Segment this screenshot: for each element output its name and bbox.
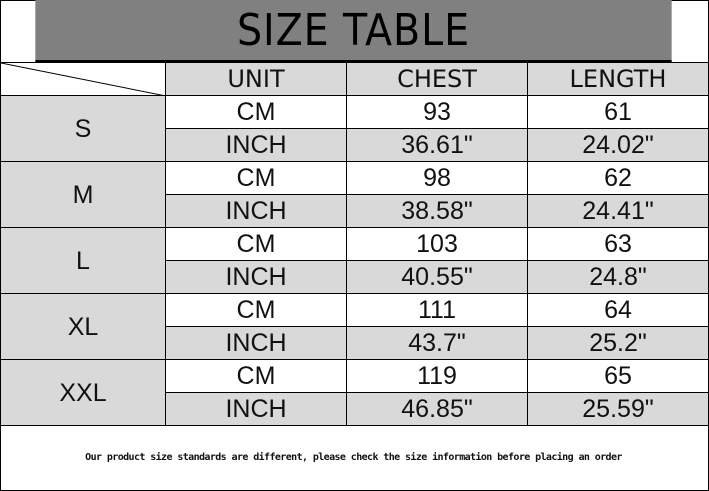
chest-cell: 119	[346, 359, 528, 393]
chest-cell: 40.55"	[346, 260, 528, 294]
chest-cell: 111	[346, 293, 528, 327]
length-cell: 24.02"	[527, 128, 709, 162]
chest-cell: 36.61"	[346, 128, 528, 162]
header-length: LENGTH	[527, 62, 709, 96]
size-table: UNIT CHEST LENGTH S CM 93 61 INCH 36.61" 24.02…	[0, 62, 709, 426]
unit-cell: CM	[165, 227, 347, 261]
header-unit: UNIT	[165, 62, 347, 96]
length-cell: 24.8"	[527, 260, 709, 294]
length-cell: 25.2"	[527, 326, 709, 360]
footer-note: Our product size standards are different…	[85, 451, 622, 463]
unit-cell: INCH	[165, 128, 347, 162]
size-label: L	[0, 227, 166, 294]
unit-cell: INCH	[165, 326, 347, 360]
unit-cell: INCH	[165, 194, 347, 228]
page-title: SIZE TABLE	[35, 0, 672, 62]
table-row: L CM 103 63	[0, 227, 709, 294]
chest-cell: 46.85"	[346, 392, 528, 426]
table-row: M CM 98 62	[0, 161, 709, 228]
corner-cell	[0, 62, 166, 96]
size-label: S	[0, 95, 166, 162]
unit-cell: CM	[165, 161, 347, 195]
unit-cell: INCH	[165, 260, 347, 294]
chest-cell: 98	[346, 161, 528, 195]
table-row: INCH 43.7" 25.2"	[1, 326, 709, 360]
size-label: XL	[0, 293, 166, 360]
size-label: XXL	[0, 359, 166, 426]
unit-cell: CM	[165, 359, 347, 393]
unit-cell: CM	[165, 293, 347, 327]
length-cell: 61	[527, 95, 709, 129]
table-row: XL CM 111 64	[0, 293, 709, 360]
table-row: INCH 46.85" 25.59"	[1, 392, 709, 426]
table-row: INCH 40.55" 24.8"	[1, 260, 709, 294]
length-cell: 62	[527, 161, 709, 195]
unit-cell: INCH	[165, 392, 347, 426]
table-row: XXL CM 119 65	[0, 359, 709, 426]
size-label: M	[0, 161, 166, 228]
unit-cell: CM	[165, 95, 347, 129]
length-cell: 25.59"	[527, 392, 709, 426]
chest-cell: 93	[346, 95, 528, 129]
header-chest: CHEST	[346, 62, 528, 96]
diagonal-line	[1, 63, 166, 96]
length-cell: 24.41"	[527, 194, 709, 228]
chest-cell: 43.7"	[346, 326, 528, 360]
chest-cell: 38.58"	[346, 194, 528, 228]
table-row: INCH 38.58" 24.41"	[1, 194, 709, 228]
length-cell: 65	[527, 359, 709, 393]
table-row: S CM 93 61	[0, 95, 709, 162]
length-cell: 63	[527, 227, 709, 261]
length-cell: 64	[527, 293, 709, 327]
header-row: UNIT CHEST LENGTH	[0, 62, 709, 96]
chest-cell: 103	[346, 227, 528, 261]
